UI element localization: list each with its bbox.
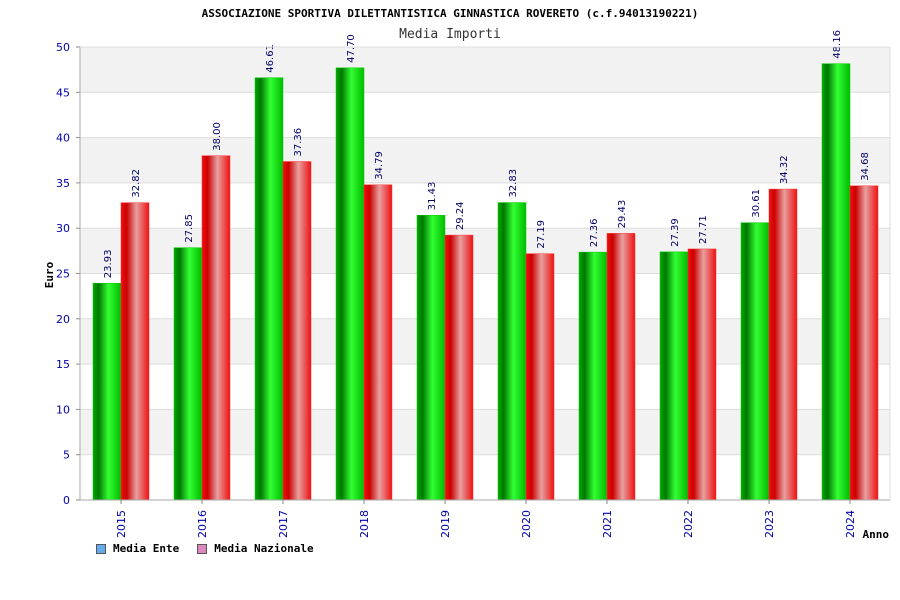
y-tick-label: 10: [56, 403, 70, 416]
y-tick-label: 30: [56, 222, 70, 235]
y-axis-label: Euro: [43, 261, 56, 288]
value-label-media-nazionale-2020: 27.19: [536, 220, 547, 249]
x-tick-label-2019: 2019: [439, 510, 452, 538]
x-tick-label-2016: 2016: [196, 510, 209, 538]
x-tick-label-2023: 2023: [763, 510, 776, 538]
value-label-media-nazionale-2024: 34.68: [860, 152, 871, 181]
x-tick-label-2017: 2017: [277, 510, 290, 538]
y-tick-label: 25: [56, 268, 70, 281]
y-tick-label: 45: [56, 86, 70, 99]
value-label-media-nazionale-2015: 32.82: [131, 169, 142, 198]
bar-media-ente-2023: [740, 222, 770, 501]
y-tick-label: 50: [56, 41, 70, 54]
value-label-media-nazionale-2023: 34.32: [779, 155, 790, 184]
bar-media-ente-2018: [335, 67, 365, 501]
value-label-media-nazionale-2021: 29.43: [617, 200, 628, 229]
value-label-media-nazionale-2018: 34.79: [374, 151, 385, 180]
bar-media-nazionale-2020: [525, 253, 555, 501]
legend-label-media-ente: Media Ente: [113, 542, 180, 555]
value-label-media-ente-2023: 30.61: [751, 189, 762, 218]
value-labels-group: 23.93 32.82 27.85 38.00 46.61 37.36 47.70 34.79…: [103, 30, 871, 278]
value-label-media-nazionale-2022: 27.71: [698, 215, 709, 244]
legend-swatch-media-ente: [96, 543, 106, 554]
bar-media-nazionale-2023: [768, 188, 798, 501]
x-tick-label-2022: 2022: [682, 510, 695, 538]
chart-subtitle: Media Importi: [399, 27, 501, 42]
x-tick-label-2024: 2024: [844, 510, 857, 538]
bar-media-ente-2017: [254, 77, 284, 501]
bar-media-ente-2024: [821, 63, 851, 501]
bar-media-ente-2015: [92, 282, 122, 501]
value-label-media-ente-2015: 23.93: [103, 250, 114, 279]
bars-group: [92, 63, 879, 501]
value-label-media-nazionale-2017: 37.36: [293, 128, 304, 157]
value-label-media-ente-2018: 47.70: [346, 34, 357, 63]
bar-media-nazionale-2015: [120, 202, 150, 501]
value-label-media-nazionale-2019: 29.24: [455, 201, 466, 230]
x-axis-label: Anno: [863, 528, 890, 541]
bar-media-ente-2019: [416, 214, 446, 501]
legend: Media Ente Media Nazionale: [96, 542, 314, 555]
value-label-media-ente-2024: 48.16: [832, 30, 843, 59]
bar-media-ente-2022: [659, 251, 689, 501]
y-tick-label: 0: [63, 494, 70, 507]
axes-group: 0 5 10 15 20 25 30 35 40 45 50 2015 2016 2017 2018 2019…: [56, 41, 891, 538]
y-tick-label: 40: [56, 132, 70, 145]
value-label-media-ente-2019: 31.43: [427, 182, 438, 211]
bar-media-nazionale-2018: [363, 184, 393, 501]
y-tick-label: 5: [63, 449, 70, 462]
grid-band: [80, 47, 890, 93]
value-label-media-ente-2021: 27.36: [589, 218, 600, 247]
legend-item-media-nazionale: Media Nazionale: [197, 542, 314, 555]
legend-item-media-ente: Media Ente: [96, 542, 179, 555]
value-label-media-ente-2017: 46.61: [265, 44, 276, 73]
chart-title: ASSOCIAZIONE SPORTIVA DILETTANTISTICA GI…: [202, 7, 699, 20]
x-tick-label-2020: 2020: [520, 510, 533, 538]
bar-media-nazionale-2019: [444, 234, 474, 501]
y-tick-label: 35: [56, 177, 70, 190]
bar-media-nazionale-2022: [687, 248, 717, 501]
bar-media-ente-2016: [173, 247, 203, 501]
x-tick-label-2015: 2015: [115, 510, 128, 538]
x-tick-label-2018: 2018: [358, 510, 371, 538]
bar-media-nazionale-2021: [606, 233, 636, 501]
value-label-media-ente-2016: 27.85: [184, 214, 195, 243]
bar-media-ente-2021: [578, 251, 608, 501]
y-tick-label: 15: [56, 358, 70, 371]
value-label-media-nazionale-2016: 38.00: [212, 122, 223, 151]
value-label-media-ente-2022: 27.39: [670, 218, 681, 247]
bar-media-nazionale-2016: [201, 155, 231, 501]
grid-band: [80, 137, 890, 183]
bar-media-nazionale-2017: [282, 161, 312, 501]
legend-label-media-nazionale: Media Nazionale: [214, 542, 314, 555]
bar-media-nazionale-2024: [849, 185, 879, 501]
x-tick-label-2021: 2021: [601, 510, 614, 538]
bar-media-ente-2020: [497, 202, 527, 501]
legend-swatch-media-nazionale: [197, 543, 208, 554]
value-label-media-ente-2020: 32.83: [508, 169, 519, 198]
y-tick-label: 20: [56, 313, 70, 326]
